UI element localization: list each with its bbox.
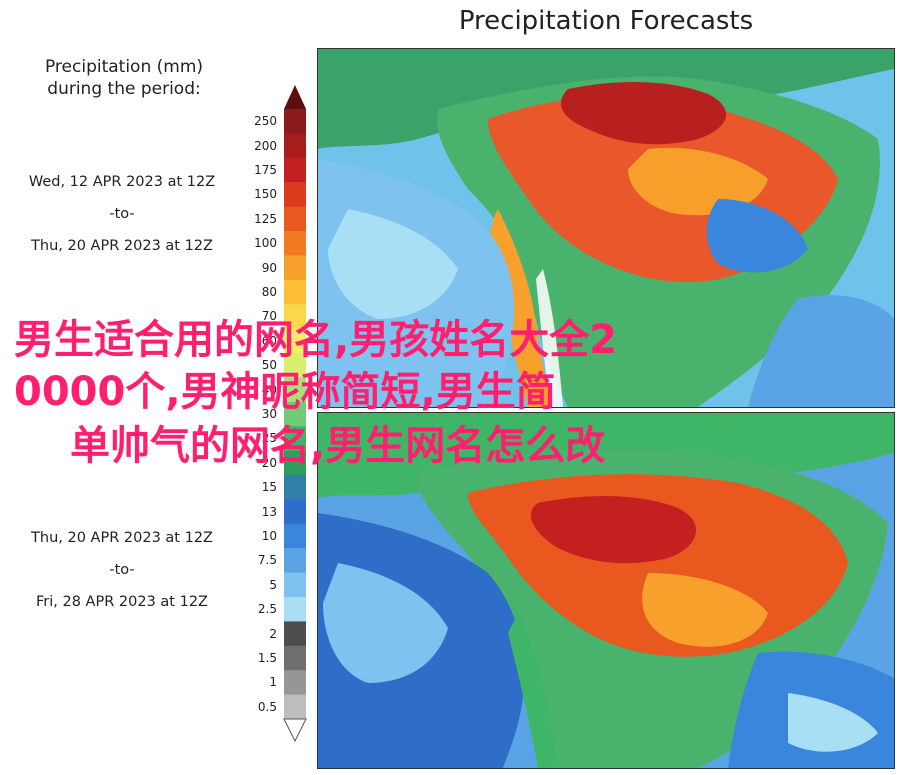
scale-swatch <box>284 206 306 232</box>
scale-tick-label: 150 <box>254 187 277 202</box>
scale-tick-label: 90 <box>261 260 277 275</box>
scale-swatch <box>284 499 306 525</box>
scale-swatch <box>284 353 306 378</box>
scale-swatch <box>284 328 306 354</box>
scale-tick-label: 15 <box>261 480 277 495</box>
period-2-start: Thu, 20 APR 2023 at 12Z <box>31 530 213 546</box>
scale-tick-label: 0.5 <box>257 699 277 714</box>
scale-tick-label: 200 <box>254 138 277 153</box>
legend-heading: Precipitation (mm) during the period: <box>0 56 248 100</box>
scale-swatch <box>284 182 306 208</box>
overlay-text-line3: 单帅气的网名,男生网名怎么改 <box>70 423 606 469</box>
scale-tick-label: 175 <box>254 163 277 177</box>
scale-tick-label: 80 <box>261 285 277 299</box>
scale-tick-label: 250 <box>254 114 277 129</box>
scale-tick-label: 1.5 <box>257 651 277 665</box>
precip-map-1 <box>318 49 894 407</box>
scale-tick-label: 40 <box>261 382 277 397</box>
scale-swatch <box>284 157 306 183</box>
scale-swatch <box>284 401 306 427</box>
map-panel-2 <box>317 412 895 769</box>
scale-swatch <box>284 255 306 281</box>
scale-swatch <box>284 670 306 696</box>
scale-swatch <box>284 475 306 500</box>
scale-swatch <box>284 597 306 622</box>
scale-swatch <box>284 426 306 452</box>
map-panel-1 <box>317 48 895 408</box>
scale-tick-label: 60 <box>261 333 277 348</box>
scale-tick-label: 25 <box>261 431 277 446</box>
scale-swatch <box>284 694 306 720</box>
legend-heading-line1: Precipitation (mm) <box>44 57 204 77</box>
scale-tick-label: 5 <box>269 577 277 592</box>
scale-swatch <box>284 548 306 574</box>
scale-swatch <box>284 279 306 305</box>
scale-swatch <box>284 133 306 159</box>
scale-swatch <box>284 109 306 134</box>
scale-tick-label: 13 <box>261 504 277 519</box>
scale-tick-label: 100 <box>254 236 277 251</box>
period-1-end: Thu, 20 APR 2023 at 12Z <box>31 238 213 254</box>
scale-tick-label: 2 <box>269 626 277 641</box>
scale-tick-label: 70 <box>261 309 277 324</box>
scale-tick-label: 20 <box>261 455 277 470</box>
period-2-sep: -to- <box>109 562 135 578</box>
scale-tick-label: 2.5 <box>257 602 277 617</box>
precip-map-2 <box>318 413 894 768</box>
scale-swatch <box>284 523 306 549</box>
legend-heading-line2: during the period: <box>47 79 201 99</box>
scale-tick-label: 30 <box>261 407 277 421</box>
scale-tick-label: 7.5 <box>257 553 277 568</box>
scale-swatch <box>284 621 306 647</box>
period-2-label: Thu, 20 APR 2023 at 12Z -to- Fri, 28 APR… <box>0 522 244 618</box>
scale-tick-label: 50 <box>261 358 277 373</box>
scale-tick-label: 1 <box>269 675 277 690</box>
period-2-end: Fri, 28 APR 2023 at 12Z <box>36 594 208 610</box>
scale-tick-label: 10 <box>261 529 277 543</box>
scale-swatch <box>284 304 306 330</box>
scale-top-arrow <box>284 85 306 109</box>
period-1-start: Wed, 12 APR 2023 at 12Z <box>28 174 216 190</box>
period-1-label: Wed, 12 APR 2023 at 12Z -to- Thu, 20 APR… <box>0 166 244 262</box>
scale-swatch <box>284 450 306 476</box>
scale-swatch <box>284 645 306 671</box>
overlay-text-line1: 男生适合用的网名,男孩姓名大全2 <box>14 317 618 363</box>
overlay-text-line2: 0000个,男神昵称简短,男生简 <box>14 369 556 415</box>
period-1-sep: -to- <box>109 206 135 222</box>
scale-tick-label: 125 <box>254 211 277 226</box>
scale-swatch <box>284 572 306 598</box>
scale-bottom-arrow <box>283 718 307 743</box>
scale-swatch <box>284 377 306 403</box>
color-scale <box>283 85 307 743</box>
scale-swatch <box>284 231 306 256</box>
chart-title: Precipitation Forecasts <box>458 6 754 36</box>
